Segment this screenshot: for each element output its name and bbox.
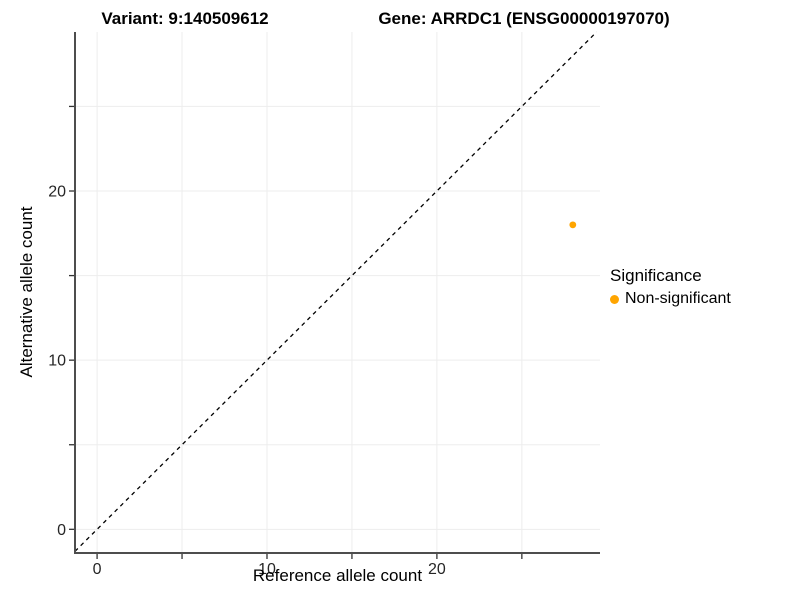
data-point (569, 221, 577, 229)
plot-title-variant: Variant: 9:140509612 (101, 9, 269, 28)
legend-title: Significance (610, 266, 702, 285)
x-axis-title: Reference allele count (252, 566, 423, 585)
y-tick-label: 20 (48, 184, 66, 201)
plot-title-gene: Gene: ARRDC1 (ENSG00000197070) (378, 9, 670, 28)
identity-dashed-line (74, 31, 598, 552)
legend: Significance Non-significant (610, 266, 731, 308)
x-tick-label: 20 (428, 561, 446, 578)
legend-item-label: Non-significant (625, 290, 731, 307)
y-axis-title: Alternative allele count (17, 206, 36, 378)
legend-item: Non-significant (610, 290, 731, 308)
y-tick-label: 0 (57, 522, 66, 539)
legend-items: Non-significant (610, 290, 731, 308)
x-tick-label: 10 (258, 561, 276, 578)
y-tick-label: 10 (48, 353, 66, 370)
legend-point-icon (610, 294, 619, 304)
x-tick-label: 0 (93, 561, 102, 578)
